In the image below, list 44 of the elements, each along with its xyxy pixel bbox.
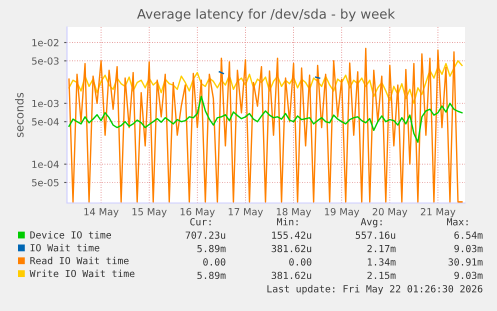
legend-label: Write IO Wait time <box>30 270 134 278</box>
x-tick-label: 17 May <box>228 208 263 218</box>
x-tick-label: 14 May <box>84 208 119 218</box>
line-series <box>68 60 463 104</box>
text: Avg: <box>360 218 382 228</box>
text: 2.17m <box>367 244 396 252</box>
text: 557.16u <box>356 231 396 239</box>
y-tick-label: 1e-04 <box>32 160 59 168</box>
text: 9.03m <box>454 272 483 280</box>
y-tick-label: 5e-05 <box>32 178 59 186</box>
text: 5.89m <box>197 272 226 280</box>
text: 707.23u <box>186 231 226 239</box>
legend-label: IO Wait time <box>30 244 100 252</box>
text: Last update: Fri May 22 01:26:30 2026 <box>267 284 482 294</box>
text: 30.91m <box>448 258 483 266</box>
y-tick-label: 5e-03 <box>32 57 59 65</box>
legend-label: Read IO Wait time <box>30 256 129 264</box>
chart-title: Average latency for /dev/sda - by week <box>137 8 396 22</box>
x-tick-label: 16 May <box>180 208 215 218</box>
text: Cur: <box>190 218 211 226</box>
text: 381.62u <box>272 244 312 252</box>
text: 0.00 <box>289 258 312 266</box>
text: Min: <box>276 218 298 226</box>
text: Max: <box>446 218 468 226</box>
y-axis-title: seconds <box>15 92 24 138</box>
text: 0.00 <box>203 258 226 266</box>
y-tick-label: 5e-04 <box>32 118 59 126</box>
text: 381.62u <box>272 272 312 280</box>
x-tick-label: 19 May <box>324 208 360 218</box>
text: 155.42u <box>272 231 312 239</box>
legend-label: Device IO time <box>30 231 112 239</box>
text: 2.15m <box>367 272 396 280</box>
line-series <box>68 96 463 143</box>
text: 6.54m <box>454 231 483 239</box>
x-tick-label: 15 May <box>132 208 167 218</box>
text: 9.03m <box>454 244 483 252</box>
x-tick-label: 20 May <box>372 208 408 218</box>
y-tick-label: 1e-02 <box>32 39 58 46</box>
x-tick-label: 21 May <box>420 208 456 218</box>
text: 1.34m <box>368 258 396 266</box>
y-tick-label: 1e-03 <box>32 100 59 108</box>
line-series <box>68 48 463 203</box>
x-tick-label: 18 May <box>276 208 312 218</box>
text: 5.89m <box>197 244 226 252</box>
